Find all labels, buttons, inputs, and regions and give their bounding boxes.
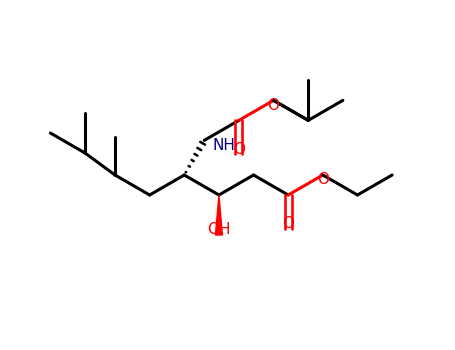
Text: O: O: [282, 217, 294, 231]
Text: O: O: [233, 142, 245, 157]
Text: O: O: [317, 173, 329, 188]
Text: O: O: [268, 98, 279, 113]
Polygon shape: [215, 195, 222, 235]
Text: NH: NH: [212, 138, 235, 153]
Text: OH: OH: [207, 222, 231, 237]
